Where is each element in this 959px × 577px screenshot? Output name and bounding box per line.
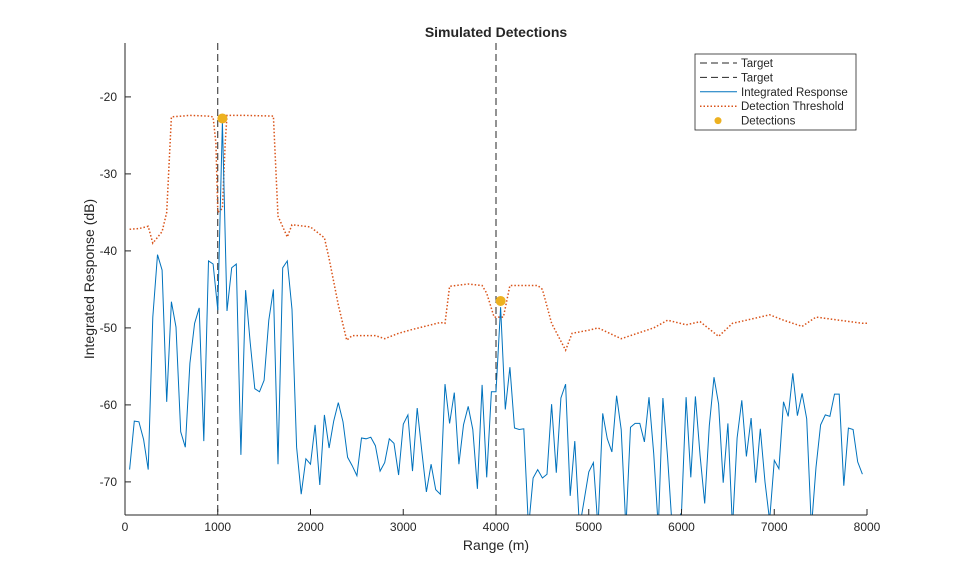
y-tick-label: -20 [100, 90, 118, 104]
x-tick-label: 6000 [668, 520, 695, 534]
legend-label: Target [741, 72, 774, 84]
x-tick-label: 1000 [204, 520, 231, 534]
y-tick-label: -70 [100, 475, 118, 489]
x-tick-label: 7000 [761, 520, 788, 534]
legend-label: Integrated Response [741, 87, 848, 99]
legend-label: Detection Threshold [741, 101, 844, 113]
y-tick-label: -30 [100, 167, 118, 181]
legend-label: Detections [741, 116, 796, 128]
x-tick-label: 2000 [297, 520, 324, 534]
x-tick-label: 5000 [575, 520, 602, 534]
y-tick-label: -60 [100, 398, 118, 412]
x-tick-label: 3000 [390, 520, 417, 534]
y-tick-label: -50 [100, 321, 118, 335]
legend-label: Target [741, 58, 774, 70]
legend: Target Target Integrated Response Detection… [694, 53, 857, 131]
x-tick-label: 0 [122, 520, 129, 534]
legend-marker-detections [714, 117, 722, 125]
x-axis-label: Range (m) [463, 537, 529, 553]
plot-area [129, 43, 867, 515]
chart-title: Simulated Detections [425, 24, 568, 40]
detection-point [217, 113, 228, 124]
detection-point [495, 295, 506, 306]
response-line [129, 121, 863, 515]
axes: 0 1000 2000 3000 4000 5000 6000 7000 8000 -20 -30 -… [100, 43, 881, 534]
y-tick-label: -40 [100, 244, 118, 258]
y-axis-label: Integrated Response (dB) [81, 199, 97, 359]
x-tick-label: 8000 [854, 520, 881, 534]
threshold-line [129, 114, 867, 353]
x-tick-label: 4000 [483, 520, 510, 534]
